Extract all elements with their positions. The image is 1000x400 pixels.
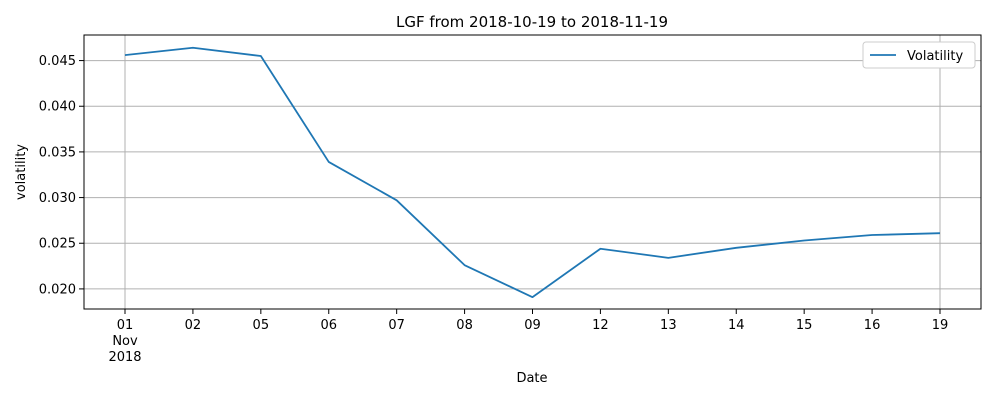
x-tick-label: 09 xyxy=(524,318,541,333)
x-tick-label: 01 xyxy=(117,318,134,333)
chart-title: LGF from 2018-10-19 to 2018-11-19 xyxy=(396,13,668,31)
x-tick-year-label: 2018 xyxy=(108,350,141,365)
x-tick-label: 05 xyxy=(253,318,270,333)
x-tick-month-label: Nov xyxy=(112,334,138,349)
x-tick-label: 15 xyxy=(796,318,813,333)
x-axis-label: Date xyxy=(516,371,547,386)
series-line-volatility xyxy=(124,46,941,299)
series-layer xyxy=(124,46,941,299)
x-tick-label: 16 xyxy=(864,318,881,333)
y-tick-label: 0.045 xyxy=(39,54,76,69)
y-tick-label: 0.040 xyxy=(39,100,76,115)
y-tick-label: 0.020 xyxy=(39,282,76,297)
x-tick-label: 02 xyxy=(185,318,202,333)
x-tick-label: 06 xyxy=(320,318,337,333)
x-tick-label: 07 xyxy=(388,318,405,333)
y-axis-label: volatility xyxy=(14,144,29,200)
x-tick-label: 12 xyxy=(592,318,609,333)
ticks-layer: 0.020 0.025 0.030 0.035 0.040 0.045 01 02 05 06 07… xyxy=(39,54,948,365)
y-tick-label: 0.025 xyxy=(39,237,76,252)
x-tick-label: 19 xyxy=(932,318,949,333)
legend: Volatility xyxy=(862,41,976,69)
legend-label: Volatility xyxy=(907,49,963,64)
x-tick-label: 14 xyxy=(728,318,745,333)
grid-lines xyxy=(84,35,981,309)
x-tick-label: 13 xyxy=(660,318,677,333)
x-tick-label: 08 xyxy=(456,318,473,333)
y-tick-label: 0.030 xyxy=(39,191,76,206)
y-tick-label: 0.035 xyxy=(39,145,76,160)
plot-area xyxy=(83,34,982,310)
legend-box xyxy=(862,41,976,69)
